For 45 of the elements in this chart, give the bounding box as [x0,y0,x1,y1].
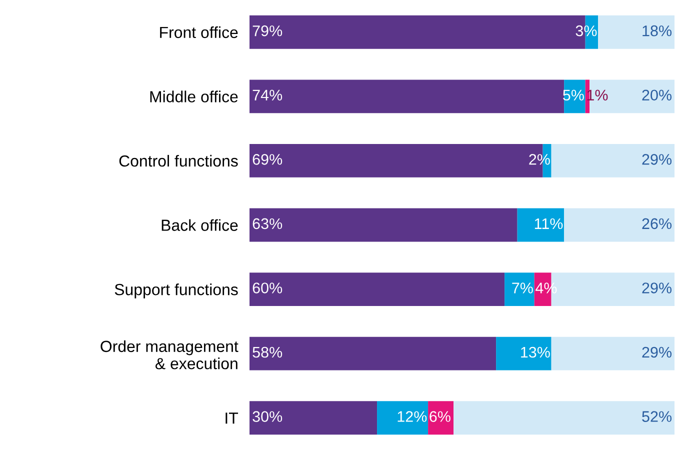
data-label: 18% [642,25,672,36]
bar [250,401,378,435]
data-label: 12% [398,411,427,422]
bar [551,336,675,370]
data-label: 2% [529,154,550,165]
data-label: 29% [642,282,672,294]
bar [377,401,428,435]
y-tick-label: Back office [162,219,238,231]
data-label: 60% [252,282,282,294]
bar [496,336,552,370]
data-label: 6% [430,411,450,422]
y-tick-label: Order management & execution [100,340,238,370]
data-label: 11% [534,218,563,230]
bar [250,208,518,242]
data-label: 58% [252,346,282,358]
data-label: 13% [521,346,550,358]
data-label: 69% [252,154,282,165]
data-label: 30% [252,411,282,422]
bar [454,401,675,435]
y-tick-label: IT [226,412,238,424]
bar [250,336,496,370]
bar [551,144,675,178]
data-label: 79% [252,25,282,36]
bar [504,272,534,306]
bar [428,401,454,435]
bar [250,80,564,114]
data-label: 52% [642,411,672,422]
data-label: 63% [252,218,282,230]
data-label: 20% [642,90,672,101]
y-tick-label: Control functions [119,154,238,167]
data-label: 3% [576,25,597,36]
data-label: 5% [563,90,584,101]
bar [598,15,675,49]
y-tick-label: Front office [160,26,238,38]
y-tick-label: Middle office [150,90,238,102]
data-label: 74% [252,90,282,100]
bar [250,272,505,306]
data-label: 29% [642,346,672,358]
bar [564,208,675,242]
data-label: 29% [642,154,672,165]
bar [564,80,586,114]
y-tick-label: Support functions [114,284,238,298]
bar [517,208,564,242]
data-label: 7% [512,282,533,294]
data-label: 26% [642,218,672,230]
